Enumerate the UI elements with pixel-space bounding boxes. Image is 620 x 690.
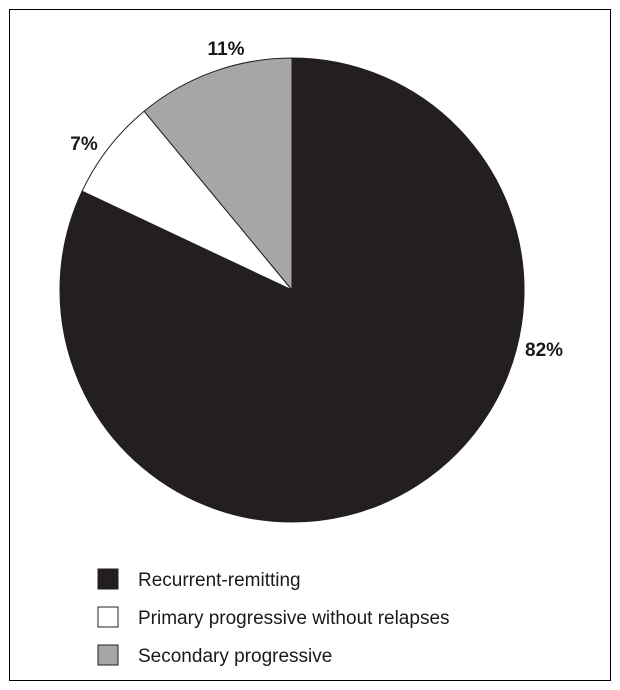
slice-label-primary-progressive: 7% xyxy=(70,134,98,155)
legend-label-secondary-progressive: Secondary progressive xyxy=(138,646,332,667)
slice-label-secondary-progressive: 11% xyxy=(208,39,245,60)
chart-frame xyxy=(9,9,611,681)
slice-label-recurrent-remitting: 82% xyxy=(525,340,563,361)
pie-slice-primary-progressive xyxy=(81,110,293,291)
legend-label-primary-progressive: Primary progressive without relapses xyxy=(138,608,450,629)
legend: Recurrent-remitting Primary progressive w… xyxy=(97,568,450,667)
legend-swatch-secondary-progressive xyxy=(97,644,119,666)
legend-swatch-primary-progressive xyxy=(97,606,119,628)
pie-slice-labels: 82% 7% 11% xyxy=(70,39,563,361)
legend-label-recurrent-remitting: Recurrent-remitting xyxy=(138,570,301,591)
pie-slices xyxy=(59,57,525,523)
pie-slice-secondary-progressive xyxy=(143,57,293,292)
legend-swatch-recurrent-remitting xyxy=(97,568,119,590)
